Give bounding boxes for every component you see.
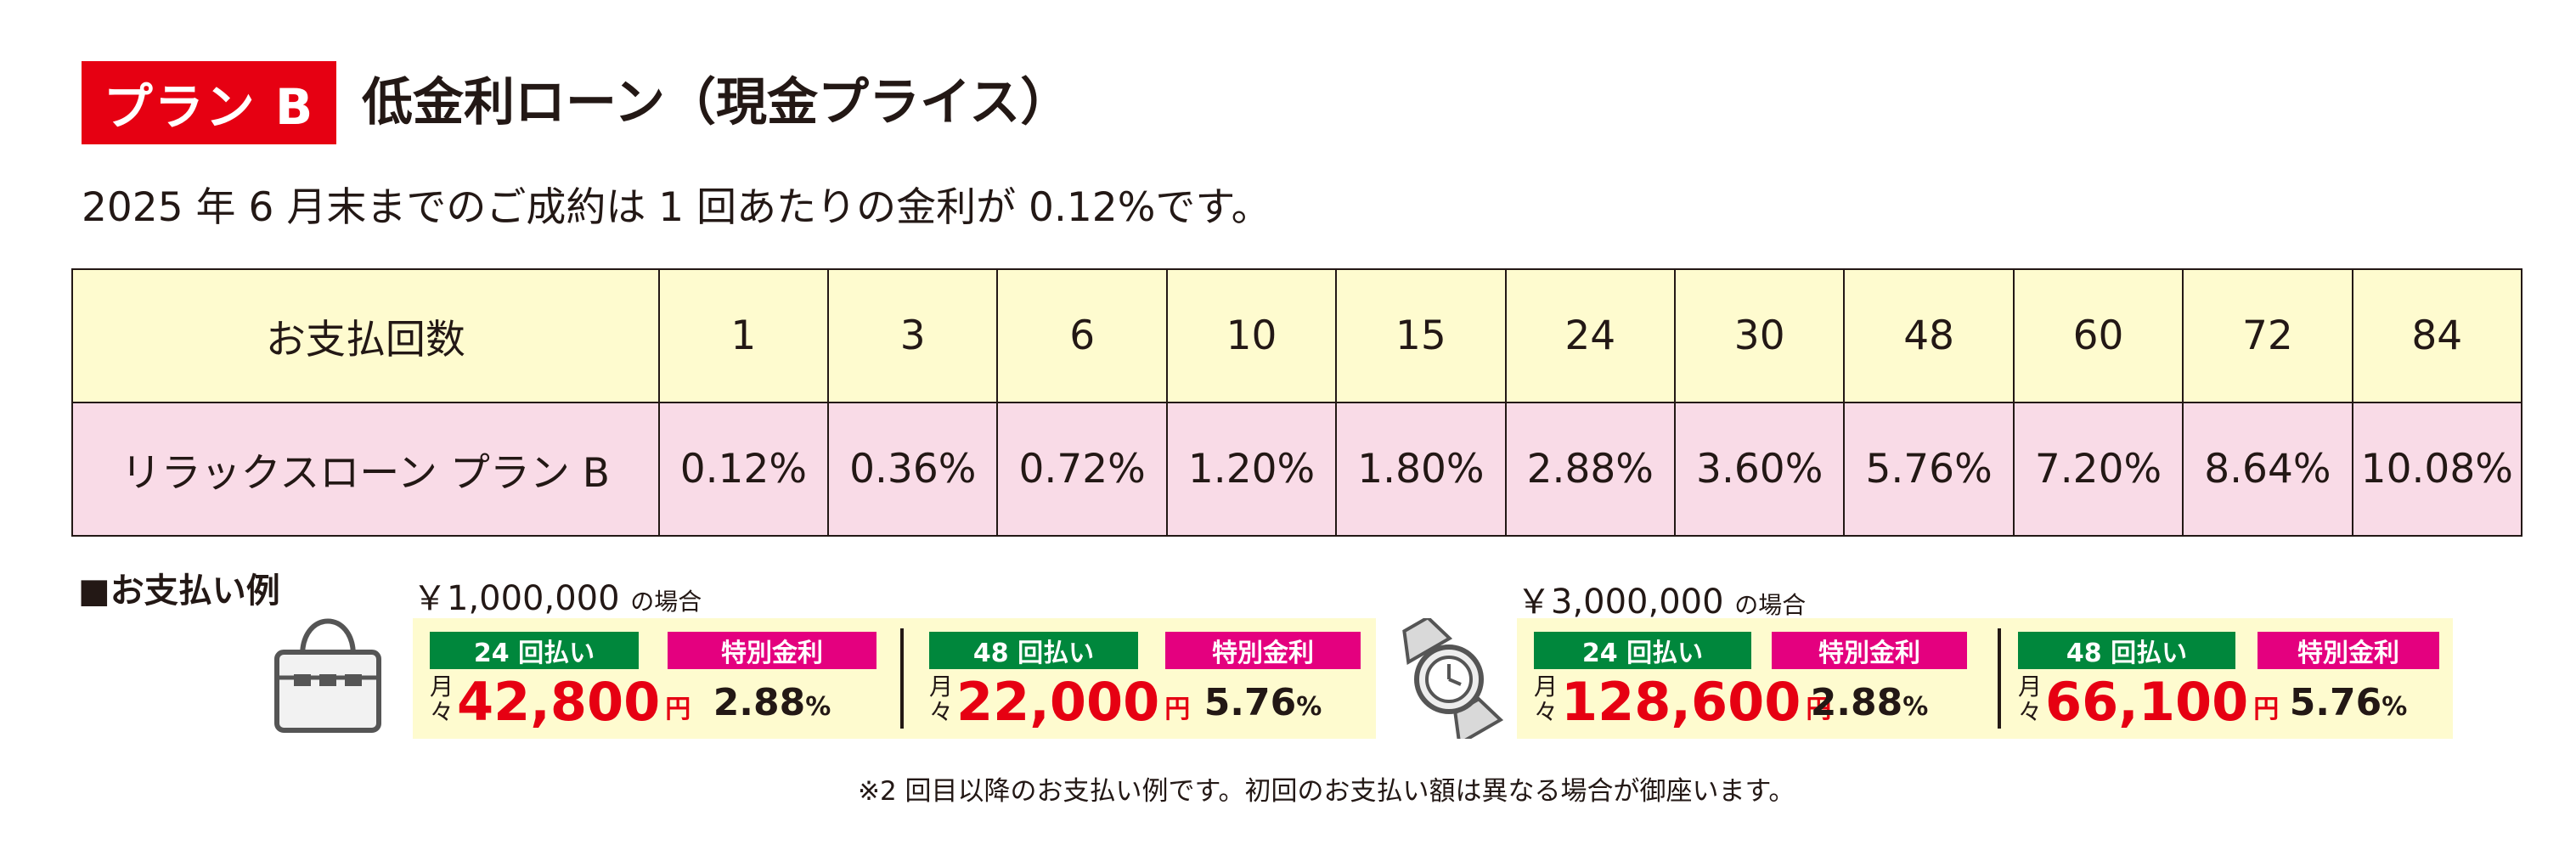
installment-tag: 48 回払い [929,632,1138,669]
special-rate-tag: 特別金利 [2258,632,2439,669]
special-rate-value: 5.76% [1203,681,1322,724]
table-cell: 15 [1335,268,1507,403]
rate-table: お支払回数 1 3 6 10 15 24 30 48 60 72 84 リラック… [71,268,2523,537]
monthly-amount: 42,800 [457,671,661,733]
special-rate-tag: 特別金利 [1772,632,1967,669]
installment-tag: 48 回払い [2018,632,2235,669]
footnote: ※2 回目以降のお支払い例です。初回のお支払い額は異なる場合が御座います。 [858,776,1795,807]
table-cell: 3 [827,268,999,403]
handbag-icon [268,603,387,739]
table-cell: 24 [1504,268,1677,403]
amount-value: ￥1,000,000 [413,579,620,618]
monthly-mark: 月々 [1534,673,1559,726]
installment-tag: 24 回払い [430,632,639,669]
table-cell: 1.20% [1165,402,1338,537]
table-cell: 0.72% [996,402,1168,537]
amount-suffix: の場合 [630,588,702,616]
special-rate-value: 5.76% [2289,681,2408,724]
table-cell: 60 [2012,268,2184,403]
divider [900,628,904,729]
table-cell: 8.64% [2182,402,2353,537]
yen-unit: 円 [665,695,691,724]
table-cell: 3.60% [1674,402,1846,537]
table-cell: 30 [1674,268,1846,403]
table-cell: 6 [996,268,1168,403]
installment-tag: 24 回払い [1534,632,1751,669]
monthly-mark: 月々 [929,673,954,726]
amount-suffix: の場合 [1734,591,1807,619]
table-cell: 0.12% [657,402,830,537]
monthly-payment: 月々 42,800 円 [430,674,691,730]
monthly-amount: 128,600 [1561,671,1801,733]
table-cell: 0.36% [827,402,999,537]
table-cell: 84 [2351,268,2523,403]
table-cell: 48 [1843,268,2015,403]
monthly-payment: 月々 128,600 円 [1534,674,1831,730]
yen-unit: 円 [2253,695,2280,724]
table-cell: 2.88% [1504,402,1677,537]
monthly-amount: 66,100 [2045,671,2249,733]
monthly-amount: 22,000 [956,671,1160,733]
table-row-installments: お支払回数 1 3 6 10 15 24 30 48 60 72 84 [71,268,2523,403]
example-amount-1: ￥1,000,000 の場合 [413,571,702,620]
example-box-1: 24 回払い 特別金利 月々 42,800 円 2.88% 48 回払い 特別金… [413,618,1376,739]
monthly-mark: 月々 [2018,673,2043,726]
special-rate-value: 2.88% [713,681,831,724]
special-rate-value: 2.88% [1810,681,1929,724]
monthly-payment: 月々 66,100 円 [2018,674,2279,730]
row-header: お支払回数 [71,268,660,403]
special-rate-tag: 特別金利 [668,632,877,669]
monthly-mark: 月々 [430,673,454,726]
table-cell: 7.20% [2012,402,2184,537]
table-cell: 1.80% [1335,402,1507,537]
page-title: 低金利ローン（現金プライス） [362,73,1072,132]
divider [1998,628,2001,729]
monthly-payment: 月々 22,000 円 [929,674,1190,730]
row-header: リラックスローン プラン B [71,402,660,537]
table-cell: 5.76% [1843,402,2015,537]
special-rate-tag: 特別金利 [1165,632,1361,669]
yen-unit: 円 [1164,695,1191,724]
table-cell: 1 [657,268,830,403]
wristwatch-icon [1393,615,1504,746]
example-box-2: 24 回払い 特別金利 月々 128,600 円 2.88% 48 回払い 特別… [1517,618,2453,739]
plan-badge: プラン B [82,61,336,144]
amount-value: ￥3,000,000 [1517,583,1724,622]
payment-example-label: ■お支払い例 [78,571,280,611]
table-cell: 10 [1165,268,1338,403]
intro-text: 2025 年 6 月末までのご成約は 1 回あたりの金利が 0.12%です。 [82,184,1271,231]
example-amount-2: ￥3,000,000 の場合 [1517,574,1806,623]
table-cell: 72 [2182,268,2353,403]
table-row-rates: リラックスローン プラン B 0.12% 0.36% 0.72% 1.20% 1… [71,402,2523,537]
yen-unit: 円 [1806,695,1832,724]
table-cell: 10.08% [2351,402,2523,537]
